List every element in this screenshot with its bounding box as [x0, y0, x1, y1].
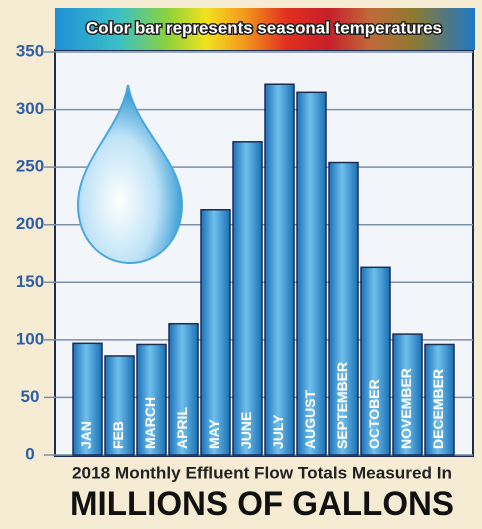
bar [200, 208, 231, 456]
bar [264, 83, 295, 456]
x-tick-label: MARCH [142, 397, 158, 449]
bar [168, 322, 199, 456]
y-tick-label: 0 [25, 444, 34, 463]
subtitle: 2018 Monthly Effluent Flow Totals Measur… [72, 463, 452, 482]
x-tick-label: APRIL [174, 407, 190, 449]
x-tick-label: FEB [110, 421, 126, 449]
bar [392, 333, 423, 456]
bar [136, 343, 167, 456]
x-tick-label: JUNE [238, 412, 254, 449]
y-tick-label: 150 [16, 272, 44, 291]
water-drop [76, 84, 184, 265]
x-tick-label: JULY [270, 414, 286, 449]
bar [360, 266, 391, 456]
bar [232, 141, 263, 456]
y-tick-label: 350 [16, 41, 44, 60]
x-tick-label: OCTOBER [366, 379, 382, 449]
x-tick-label: NOVEMBER [398, 368, 414, 449]
x-tick-label: AUGUST [302, 389, 318, 449]
color-bar [55, 8, 475, 50]
bar [296, 91, 327, 456]
y-tick-label: 100 [16, 329, 44, 348]
x-tick-label: JAN [78, 421, 94, 449]
bar [328, 161, 359, 456]
x-tick-label: MAY [206, 419, 222, 449]
y-tick-label: 250 [16, 157, 44, 176]
bar [424, 343, 455, 456]
bar [104, 355, 135, 456]
x-tick-label: DECEMBER [430, 369, 446, 449]
annotation: Color bar represents seasonal temperatur… [86, 18, 442, 37]
y-tick-label: 300 [16, 99, 44, 118]
chart-title: MILLIONS OF GALLONS [70, 485, 454, 523]
drop-shape [76, 84, 184, 265]
bar [72, 342, 103, 456]
y-tick-label: 200 [16, 214, 44, 233]
y-tick-label: 50 [21, 387, 40, 406]
x-tick-label: SEPTEMBER [334, 362, 350, 449]
